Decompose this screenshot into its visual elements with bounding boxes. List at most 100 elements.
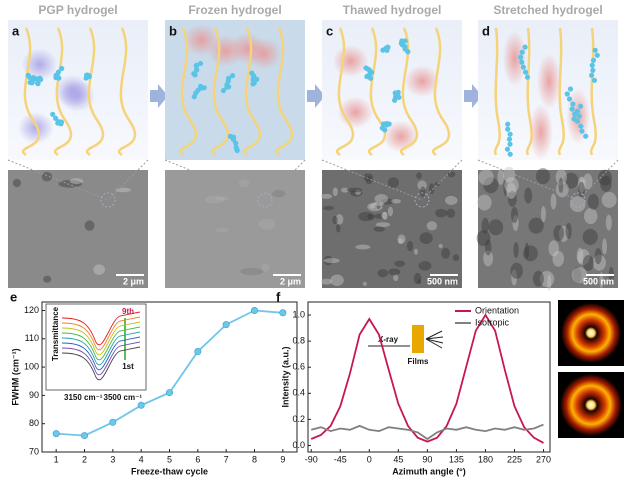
sem-texture (524, 187, 533, 204)
pva-bead (592, 47, 598, 53)
sem-texture (483, 177, 499, 194)
pva-bead (572, 111, 578, 117)
y-tick-label: 0.0 (292, 440, 305, 450)
sem-texture (43, 275, 52, 283)
sem-texture (497, 168, 505, 185)
sem-texture (555, 181, 569, 198)
sem-texture (483, 250, 494, 267)
sem-texture (510, 206, 519, 223)
x-tick-label: 6 (195, 454, 200, 464)
sem-texture (323, 258, 340, 264)
sem-texture (215, 196, 230, 201)
x-axis-label: Azimuth angle (°) (392, 466, 466, 476)
pva-bead (55, 120, 61, 126)
x-tick-label: 1 (54, 454, 59, 464)
pva-bead (220, 88, 227, 94)
panel-title: Frozen hydrogel (188, 3, 281, 17)
sample-label: Films (408, 357, 429, 366)
zoom-area (257, 192, 273, 208)
domain (502, 30, 527, 87)
x-tick-label: 3 (110, 454, 115, 464)
data-point (251, 306, 259, 314)
inset-x-left: 3150 cm⁻¹ (64, 393, 103, 402)
sem-texture (416, 172, 422, 179)
zoom-line (164, 159, 306, 201)
pva-bead (234, 146, 240, 152)
sem-texture (503, 179, 508, 196)
sem-texture (417, 279, 422, 285)
sem-texture (341, 187, 349, 193)
data-point (137, 401, 145, 409)
pva-bead (38, 76, 44, 83)
domain (404, 65, 441, 98)
polymer-chain (525, 27, 533, 156)
polymer-chain (557, 27, 565, 156)
y-tick-label: 70 (29, 446, 39, 456)
pva-bead (594, 52, 600, 58)
sem-texture (377, 269, 389, 278)
pva-bead (507, 141, 513, 147)
sem-texture (362, 281, 367, 286)
sem-texture (583, 208, 598, 225)
sem-texture (539, 270, 555, 287)
inset-spectrum (61, 326, 141, 361)
sem-texture (330, 274, 344, 286)
sem-image (165, 170, 305, 288)
sem-texture (58, 180, 83, 188)
y-tick-label: 0.6 (292, 362, 305, 372)
sem-texture (577, 176, 586, 193)
sem-texture (438, 243, 443, 249)
zoom-line (321, 159, 463, 201)
sem-texture (388, 268, 401, 276)
legend-label: Isotropic (475, 317, 510, 327)
sem-texture (320, 193, 333, 199)
polymer-chain (86, 27, 105, 157)
inset-spectrum (61, 316, 141, 351)
pva-bead (520, 64, 527, 70)
sem-texture (41, 171, 53, 182)
sem-texture (204, 195, 225, 204)
pva-bead (392, 97, 398, 103)
pva-bead (50, 111, 56, 117)
inset-bottom-label: 1st (122, 362, 134, 371)
sem-texture (507, 190, 517, 207)
polymer-chain (275, 27, 294, 157)
polymer-chain (432, 27, 451, 157)
sem-texture (535, 168, 551, 185)
polymer-chain (336, 27, 355, 157)
sem-texture (374, 193, 389, 204)
sem-texture (579, 177, 584, 194)
sem-texture (582, 228, 598, 245)
panel-label: d (482, 23, 490, 38)
y-tick-label: 120 (24, 305, 39, 315)
pva-bead (564, 91, 570, 97)
zoom-line (7, 159, 149, 201)
y-tick-label: 100 (24, 361, 39, 371)
sem-image (478, 170, 618, 288)
sem-texture (238, 179, 250, 188)
sem-texture (387, 177, 399, 188)
pva-bead (506, 136, 513, 142)
sem-texture (512, 214, 519, 231)
pva-bead (566, 96, 573, 102)
scale-bar: 2 μm (280, 276, 301, 286)
pva-bead (522, 69, 529, 75)
x-tick-label: -90 (305, 454, 318, 464)
sem-texture (393, 274, 399, 282)
pva-bead (229, 73, 236, 79)
pva-bead (570, 101, 576, 107)
saxs-ring (560, 374, 622, 436)
polymer-chain (118, 27, 137, 157)
inset-spectrum (61, 311, 141, 346)
beam-label: X-ray (378, 335, 399, 344)
sem-texture (599, 272, 604, 289)
pva-bead (507, 131, 513, 137)
pva-bead (522, 44, 528, 50)
panel-title: Thawed hydrogel (343, 3, 442, 17)
inset-spectrum (61, 346, 141, 381)
polymer-chain (589, 27, 597, 156)
sem-texture (350, 190, 363, 197)
inset-spectrum (61, 341, 141, 376)
sem-texture (577, 249, 590, 266)
sem-texture (504, 177, 519, 194)
